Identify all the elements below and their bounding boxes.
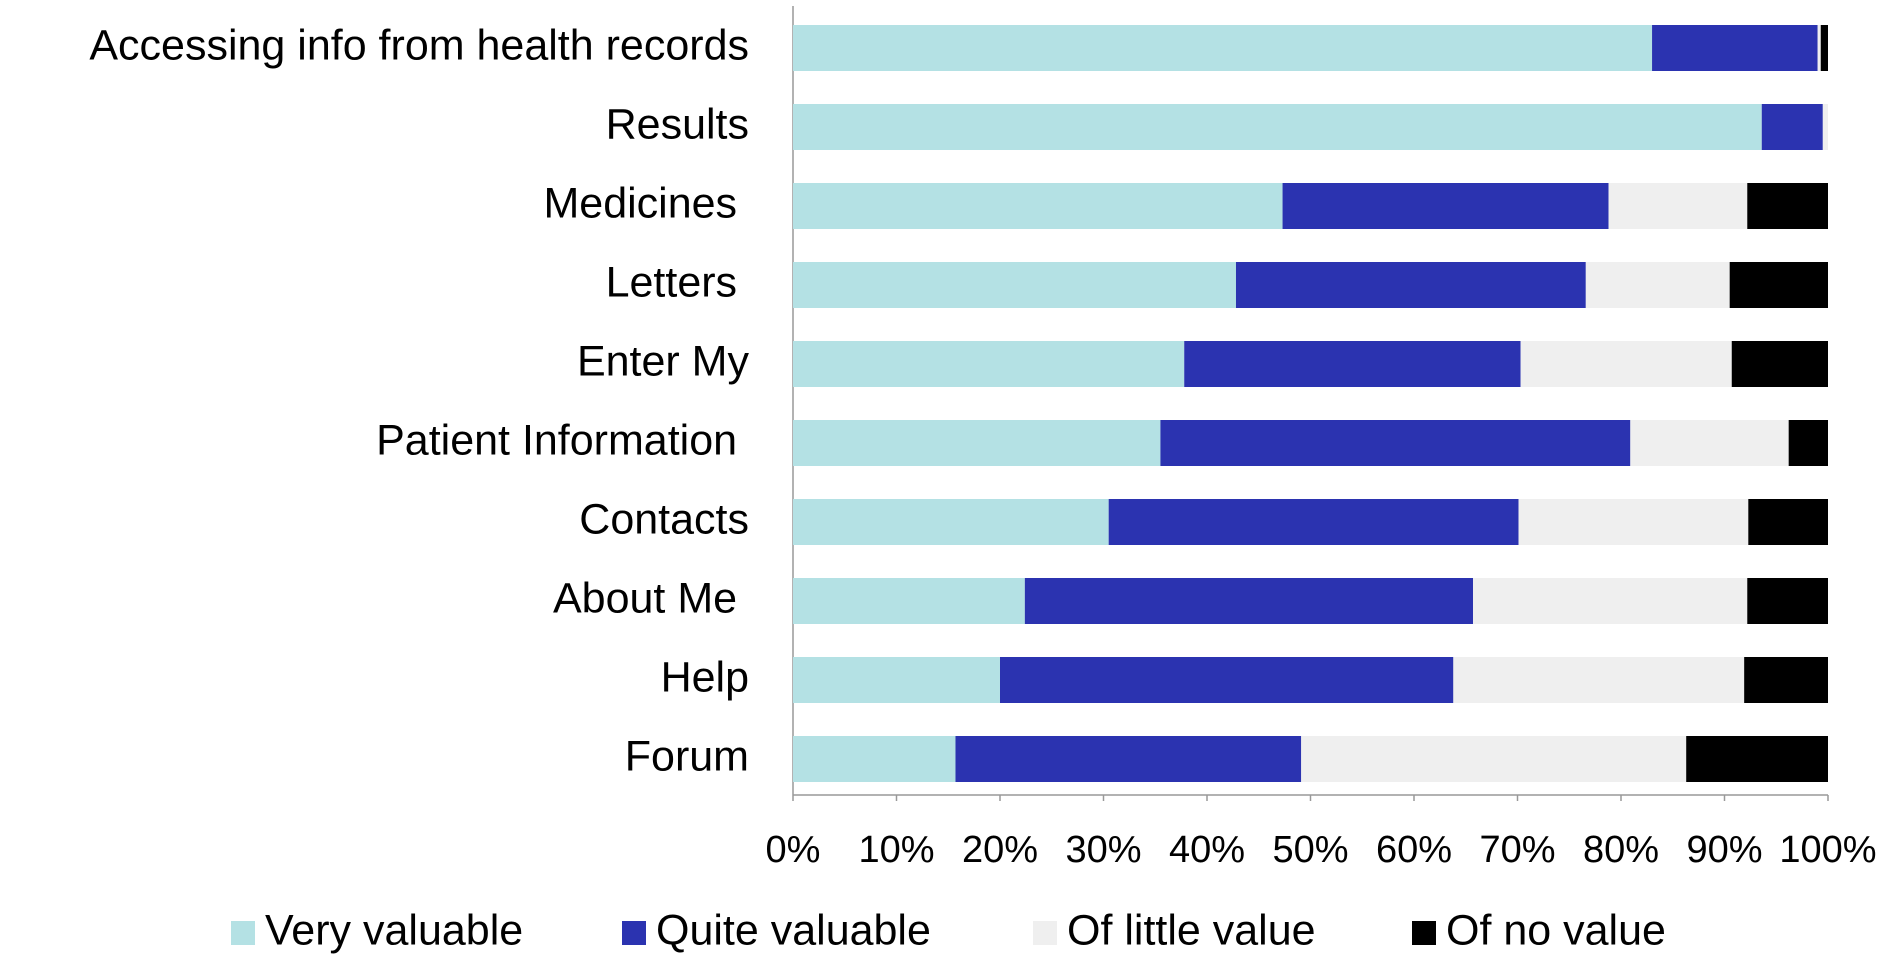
bar-segment (793, 420, 1161, 466)
bar-segment (1518, 499, 1749, 545)
legend-swatch (1412, 921, 1436, 945)
bar-segment (793, 657, 1000, 703)
bar-segment (1817, 25, 1821, 71)
bar-segment (1160, 420, 1631, 466)
bar-segment (1630, 420, 1789, 466)
legend-swatch (231, 921, 255, 945)
x-tick-label: 70% (1479, 829, 1555, 871)
bar-segment (793, 104, 1762, 150)
bar-segment (793, 341, 1185, 387)
x-tick-label: 30% (1065, 829, 1141, 871)
bar-segment (1788, 420, 1828, 466)
y-tick-label: Results (606, 100, 749, 148)
bar-segment (1747, 578, 1828, 624)
legend-label: Of little value (1067, 906, 1316, 954)
x-tick-label: 60% (1376, 829, 1452, 871)
bar-segment (793, 25, 1653, 71)
x-tick-label: 100% (1779, 829, 1876, 871)
bar-segment (1472, 578, 1748, 624)
bar-segment (1000, 657, 1454, 703)
y-tick-label: Contacts (579, 495, 749, 543)
bar-segment (1282, 183, 1609, 229)
bar-segment (1024, 578, 1473, 624)
x-tick-label: 90% (1686, 829, 1762, 871)
bar-segment (1520, 341, 1732, 387)
bar-segment (1822, 104, 1828, 150)
legend-swatch (1033, 921, 1057, 945)
bar-segment (1184, 341, 1521, 387)
x-tick-label: 0% (766, 829, 821, 871)
bar-segment (793, 578, 1025, 624)
x-tick-label: 50% (1272, 829, 1348, 871)
bar-segment (955, 736, 1302, 782)
bar-segment (1747, 183, 1828, 229)
y-tick-label: Patient Information (376, 416, 749, 464)
x-tick-label: 10% (858, 829, 934, 871)
y-tick-label: Accessing info from health records (89, 21, 749, 69)
bar-segment (793, 499, 1109, 545)
bar-segment (793, 262, 1236, 308)
bar-segment (793, 736, 956, 782)
bar-segment (1748, 499, 1828, 545)
bar-segment (793, 183, 1283, 229)
y-tick-label: Medicines (543, 179, 749, 227)
bar-segment (1820, 25, 1828, 71)
y-tick-label: Help (661, 653, 749, 701)
legend-label: Of no value (1446, 906, 1666, 954)
y-tick-label: About Me (553, 574, 749, 622)
bar-segment (1686, 736, 1828, 782)
x-tick-label: 80% (1583, 829, 1659, 871)
bar-segment (1729, 262, 1828, 308)
bar-segment (1652, 25, 1818, 71)
bar-segment (1608, 183, 1748, 229)
bar-segment (1744, 657, 1828, 703)
y-tick-label: Enter My (577, 337, 750, 385)
legend-label: Very valuable (265, 906, 523, 954)
bar-segment (1761, 104, 1823, 150)
y-tick-label: Letters (606, 258, 749, 306)
bar-segment (1453, 657, 1745, 703)
bar-segment (1301, 736, 1687, 782)
bar-segment (1235, 262, 1586, 308)
legend-label: Quite valuable (656, 906, 931, 954)
legend-swatch (622, 921, 646, 945)
bar-segment (1585, 262, 1730, 308)
bar-segment (1108, 499, 1519, 545)
x-tick-label: 20% (962, 829, 1038, 871)
y-tick-label: Forum (625, 732, 749, 780)
x-tick-label: 40% (1169, 829, 1245, 871)
bar-segment (1731, 341, 1828, 387)
